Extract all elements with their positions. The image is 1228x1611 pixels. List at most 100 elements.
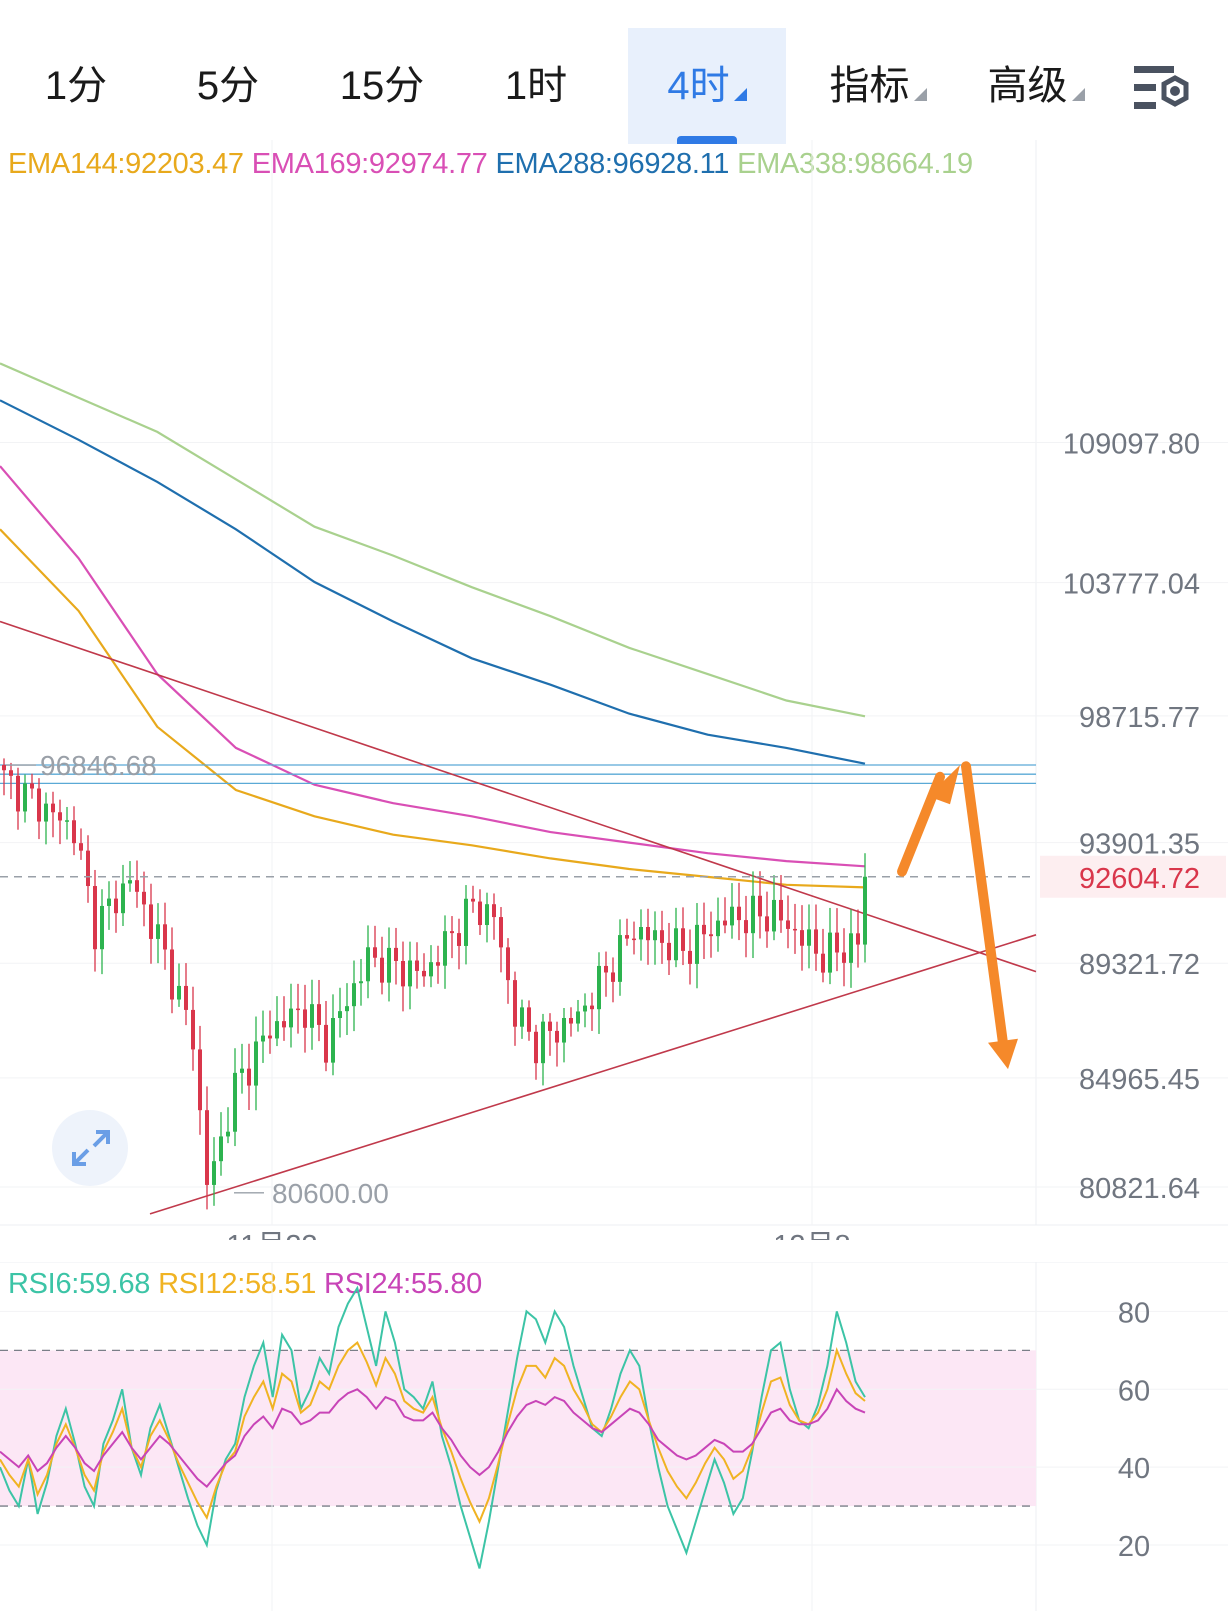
candle-body <box>212 1161 216 1185</box>
candle-body <box>569 1017 573 1024</box>
candle-body <box>814 929 818 954</box>
rsi24-line <box>0 1387 866 1489</box>
candle-body <box>107 898 111 906</box>
candle-body <box>835 932 839 953</box>
candle-body <box>828 932 832 973</box>
candle-body <box>282 1021 286 1028</box>
candle-body <box>758 895 762 917</box>
tab-1hour[interactable]: 1时 <box>460 28 612 144</box>
candle-body <box>856 933 860 945</box>
candle-body <box>233 1072 237 1132</box>
candle-body <box>653 930 657 941</box>
price-tick-label: 109097.80 <box>1063 428 1200 460</box>
candle-body <box>821 953 825 973</box>
rsi-tick-label: 60 <box>1118 1375 1150 1407</box>
candle-body <box>695 924 699 964</box>
rsi-tick-label: 20 <box>1118 1531 1150 1563</box>
candle-body <box>16 775 20 812</box>
tab-1min-label: 1分 <box>44 64 108 108</box>
candle-body <box>443 931 447 966</box>
candle-body <box>44 803 48 822</box>
price-tick-label: 103777.04 <box>1063 569 1200 601</box>
candle-body <box>86 850 90 887</box>
expand-chart-button[interactable] <box>52 1110 128 1186</box>
candle-body <box>163 924 167 950</box>
candle-body <box>751 895 755 934</box>
candle-body <box>23 783 27 812</box>
rsi-tick-label: 40 <box>1118 1453 1150 1485</box>
candle-body <box>401 960 405 987</box>
candle-body <box>702 924 706 935</box>
candle-body <box>674 928 678 961</box>
candle-body <box>863 876 867 945</box>
dropdown-triangle-icon <box>733 88 747 101</box>
low-price-label: 80600.00 <box>272 1178 389 1209</box>
candle-body <box>646 927 650 941</box>
tab-advanced[interactable]: 高级 <box>958 28 1114 144</box>
arrow-down-head <box>988 1038 1018 1070</box>
tab-1min[interactable]: 1分 <box>0 28 152 144</box>
candle-body <box>765 916 769 932</box>
active-tab-indicator <box>677 136 737 144</box>
candle-body <box>58 812 62 821</box>
candle-body <box>177 985 181 1000</box>
timeframe-tabs: 1分 5分 15分 1时 4时 指标 高级 <box>0 28 1228 144</box>
price-tick-label: 93901.35 <box>1079 829 1200 861</box>
candle-body <box>9 770 13 776</box>
candle-body <box>310 1004 314 1028</box>
candle-body <box>394 947 398 961</box>
candle-body <box>275 1021 279 1039</box>
rsi-legend: RSI6:59.68 RSI12:58.51 RSI24:55.80 <box>8 1268 490 1301</box>
candle-body <box>541 1021 545 1064</box>
candle-body <box>688 950 692 964</box>
candle-body <box>184 985 188 1010</box>
candle-body <box>660 930 664 943</box>
chart-settings-icon[interactable] <box>1128 60 1194 116</box>
candle-body <box>268 1035 272 1039</box>
candle-body <box>786 920 790 929</box>
candle-body <box>639 927 643 940</box>
rsi-chart[interactable]: 80 60 40 20 <box>0 1262 1228 1611</box>
rsi24-label: RSI24:55.80 <box>324 1268 482 1300</box>
candle-body <box>485 904 489 926</box>
candle-body <box>737 906 741 921</box>
tab-4hour[interactable]: 4时 <box>628 28 786 144</box>
candle-body <box>772 899 776 932</box>
price-tick-label: 84965.45 <box>1079 1064 1200 1096</box>
candle-body <box>723 920 727 926</box>
tab-5min[interactable]: 5分 <box>152 28 304 144</box>
rsi6-label: RSI6:59.68 <box>8 1268 151 1300</box>
candle-body <box>408 960 412 987</box>
candle-body <box>128 880 132 884</box>
candlestick-chart[interactable]: 109097.80 103777.04 98715.77 93901.35 89321.… <box>0 140 1228 1240</box>
current-price-label: 92604.72 <box>1079 863 1200 895</box>
candle-body <box>100 905 104 950</box>
candle-body <box>527 1007 531 1032</box>
rsi-tick-label: 80 <box>1118 1297 1150 1329</box>
time-tick-label: 11月23 <box>226 1230 317 1240</box>
ema169-label: EMA169:92974.77 <box>251 148 488 180</box>
tab-indicators[interactable]: 指标 <box>800 28 956 144</box>
ema-legend: EMA144:92203.47 EMA169:92974.77 EMA288:969… <box>8 148 981 181</box>
candle-body <box>429 962 433 977</box>
tab-4hour-label: 4时 <box>667 64 730 108</box>
ema288-line <box>0 399 866 765</box>
high-price-label: 96846.68 <box>40 750 157 781</box>
candle-body <box>583 1005 587 1012</box>
candle-body <box>37 788 41 822</box>
candle-body <box>226 1131 230 1137</box>
time-tick-label: 12月8 <box>773 1230 850 1240</box>
candle-body <box>499 917 503 948</box>
candle-body <box>72 820 76 844</box>
candle-body <box>464 898 468 946</box>
candle-body <box>478 901 482 926</box>
tab-15min[interactable]: 15分 <box>304 28 460 144</box>
candle-body <box>716 920 720 937</box>
candle-body <box>667 942 671 961</box>
candle-body <box>450 931 454 934</box>
candle-body <box>471 898 475 902</box>
candle-body <box>744 920 748 934</box>
candle-body <box>254 1041 258 1086</box>
price-tick-label: 98715.77 <box>1079 702 1200 734</box>
candle-body <box>191 1009 195 1050</box>
